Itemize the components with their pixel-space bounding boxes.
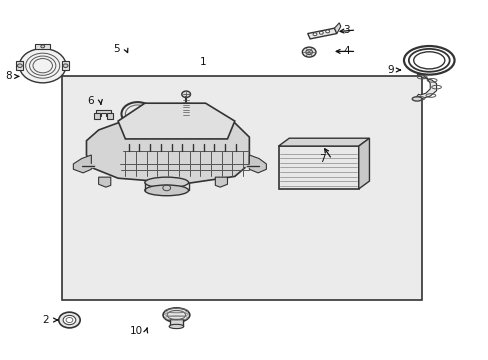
- Circle shape: [63, 315, 76, 325]
- Circle shape: [319, 31, 323, 34]
- Text: 3: 3: [343, 25, 349, 35]
- Bar: [169, 319, 183, 326]
- Text: 2: 2: [42, 315, 48, 325]
- Circle shape: [312, 33, 316, 36]
- Circle shape: [41, 45, 44, 48]
- Polygon shape: [73, 155, 91, 173]
- Bar: [62, 76, 421, 300]
- Circle shape: [302, 47, 315, 57]
- Ellipse shape: [411, 97, 421, 101]
- Polygon shape: [334, 23, 340, 33]
- Circle shape: [18, 64, 22, 67]
- Polygon shape: [94, 113, 100, 119]
- Ellipse shape: [163, 308, 189, 322]
- Polygon shape: [96, 111, 111, 116]
- Polygon shape: [278, 138, 369, 146]
- Polygon shape: [86, 123, 249, 184]
- Polygon shape: [62, 62, 69, 70]
- Text: 4: 4: [343, 46, 349, 57]
- Circle shape: [20, 49, 66, 83]
- Circle shape: [305, 50, 312, 55]
- Polygon shape: [99, 177, 111, 187]
- Polygon shape: [215, 177, 227, 187]
- Text: 7: 7: [318, 154, 325, 164]
- Polygon shape: [118, 103, 234, 139]
- Text: 1: 1: [200, 57, 206, 67]
- Text: 6: 6: [87, 96, 94, 107]
- Ellipse shape: [169, 324, 183, 329]
- Text: 5: 5: [113, 44, 119, 54]
- Polygon shape: [358, 138, 369, 189]
- Polygon shape: [16, 62, 23, 70]
- Ellipse shape: [144, 177, 188, 188]
- Text: 9: 9: [386, 65, 393, 75]
- Circle shape: [63, 64, 68, 67]
- Circle shape: [59, 312, 80, 328]
- Text: 10: 10: [130, 326, 143, 336]
- Text: 8: 8: [5, 71, 12, 81]
- Circle shape: [182, 91, 190, 98]
- Ellipse shape: [144, 185, 188, 196]
- Polygon shape: [35, 44, 50, 49]
- Polygon shape: [107, 113, 113, 119]
- Bar: [278, 146, 358, 189]
- Polygon shape: [249, 155, 266, 173]
- Polygon shape: [415, 75, 436, 99]
- Polygon shape: [307, 28, 336, 39]
- Circle shape: [325, 30, 329, 33]
